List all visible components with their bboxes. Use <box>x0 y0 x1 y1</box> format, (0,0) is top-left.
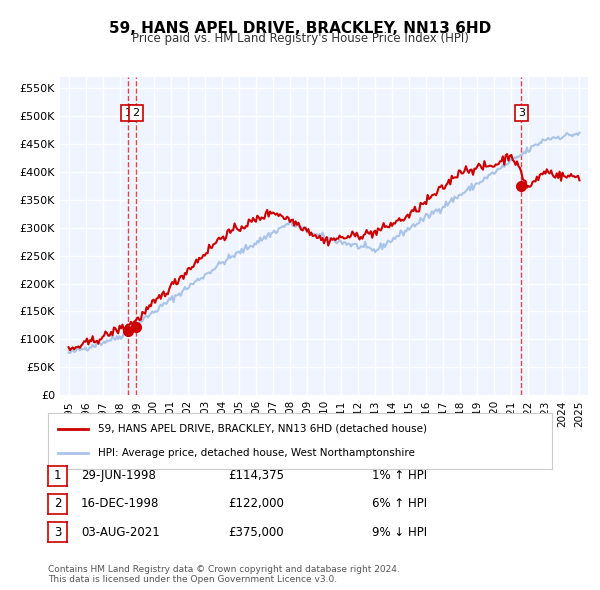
Text: 9% ↓ HPI: 9% ↓ HPI <box>372 526 427 539</box>
Text: 59, HANS APEL DRIVE, BRACKLEY, NN13 6HD (detached house): 59, HANS APEL DRIVE, BRACKLEY, NN13 6HD … <box>98 424 427 434</box>
Text: 6% ↑ HPI: 6% ↑ HPI <box>372 497 427 510</box>
Text: 3: 3 <box>54 526 61 539</box>
Text: 1% ↑ HPI: 1% ↑ HPI <box>372 469 427 482</box>
Text: 1: 1 <box>54 469 61 482</box>
Text: 29-JUN-1998: 29-JUN-1998 <box>81 469 156 482</box>
Text: 59, HANS APEL DRIVE, BRACKLEY, NN13 6HD: 59, HANS APEL DRIVE, BRACKLEY, NN13 6HD <box>109 21 491 35</box>
Text: Contains HM Land Registry data © Crown copyright and database right 2024.
This d: Contains HM Land Registry data © Crown c… <box>48 565 400 584</box>
Text: 2: 2 <box>133 108 140 118</box>
Text: 1: 1 <box>124 108 131 118</box>
Text: 03-AUG-2021: 03-AUG-2021 <box>81 526 160 539</box>
Text: 3: 3 <box>518 108 525 118</box>
Text: 16-DEC-1998: 16-DEC-1998 <box>81 497 160 510</box>
Text: HPI: Average price, detached house, West Northamptonshire: HPI: Average price, detached house, West… <box>98 448 415 458</box>
Text: £122,000: £122,000 <box>228 497 284 510</box>
Text: 2: 2 <box>54 497 61 510</box>
Text: £375,000: £375,000 <box>228 526 284 539</box>
Text: Price paid vs. HM Land Registry's House Price Index (HPI): Price paid vs. HM Land Registry's House … <box>131 32 469 45</box>
Text: £114,375: £114,375 <box>228 469 284 482</box>
